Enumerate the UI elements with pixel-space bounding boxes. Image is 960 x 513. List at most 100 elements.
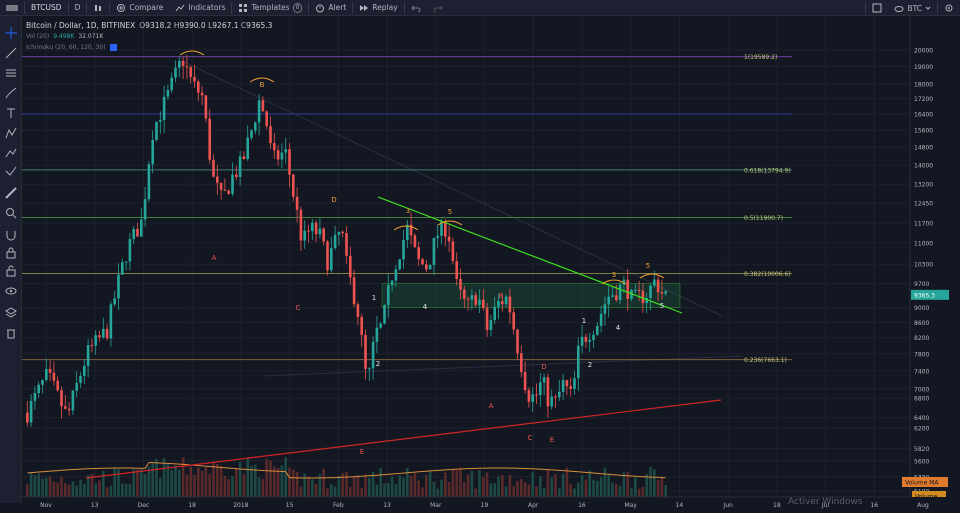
pattern-tool[interactable] [4, 126, 18, 140]
wave-label-white: 1 [582, 317, 586, 325]
delete-tool[interactable] [4, 326, 18, 340]
volume-bar [159, 478, 162, 497]
volume-bar [550, 477, 553, 497]
candle-body [634, 289, 637, 291]
interval-label: D [74, 3, 81, 12]
candle-body [223, 189, 227, 191]
volume-ma-value: 9.498K [53, 33, 75, 40]
candle-body [349, 255, 352, 278]
undo-button[interactable] [405, 0, 427, 16]
volume-bar [295, 471, 299, 497]
candle-body [269, 126, 272, 144]
brush-tool[interactable] [4, 86, 18, 100]
ichimoku-indicator-label[interactable]: Ichimoku (20, 60, 120, 30) [26, 44, 106, 51]
volume-bar [326, 488, 329, 497]
candle-body [246, 137, 249, 159]
candle-body [326, 241, 329, 271]
volume-bar [368, 477, 371, 497]
eye-icon [5, 287, 17, 295]
interval-button[interactable]: D [69, 0, 87, 16]
candle-body [162, 96, 166, 121]
candle-body [337, 231, 341, 235]
templates-button[interactable]: Templates 0 [232, 0, 308, 16]
replay-button[interactable]: Replay [353, 0, 403, 16]
settings-icon[interactable] [109, 44, 117, 51]
candle-body [166, 90, 170, 97]
candle-body [440, 221, 443, 236]
time-axis[interactable]: Nov 13 Dec 18 2018 15 Feb 13 Mar 19 Apr 16 May 14 Jun 1… [22, 496, 960, 513]
candle-body [200, 92, 204, 96]
x-tick-label: 13 [383, 502, 391, 509]
fib-tool[interactable] [4, 66, 18, 80]
zoom-tool[interactable] [4, 206, 18, 220]
volume-bar [660, 476, 664, 497]
volume-bar [181, 457, 185, 497]
candle-body [265, 111, 268, 127]
volume-bar [219, 465, 223, 497]
chart-style-button[interactable] [87, 0, 109, 16]
price-axis[interactable]: 20000 19000 18000 17200 16400 15600 14800 14000… [902, 16, 960, 513]
square-icon [872, 3, 882, 13]
candle-body [584, 336, 588, 342]
y-tick-label: 20000 [914, 47, 933, 54]
unlock-tool[interactable] [4, 264, 18, 278]
candle-body [345, 233, 348, 256]
volume-bar [242, 473, 246, 497]
top-arc [249, 77, 275, 83]
volume-bar [143, 474, 147, 497]
redo-button[interactable] [427, 0, 449, 16]
trendline-tool[interactable] [4, 46, 18, 60]
wave-label-red: C [528, 434, 533, 442]
candle-body [56, 380, 59, 391]
fib-retracement: 1(19589.2) 0.618(13794.9) 0.5(11900.7) 0.38… [22, 54, 792, 364]
crosshair-tool[interactable] [4, 26, 18, 40]
volume-bar [288, 467, 291, 497]
menu-logo[interactable] [0, 0, 24, 16]
visibility-tool[interactable] [4, 284, 18, 298]
confirm-tool[interactable] [4, 164, 18, 178]
indicators-icon [175, 4, 185, 11]
volume-bar [451, 469, 455, 497]
settings-button[interactable] [938, 0, 960, 16]
layers-tool[interactable] [4, 306, 18, 320]
candle-body [516, 329, 519, 354]
candle-body [181, 60, 185, 67]
fib-level-label: 0.382(10006.6) [744, 271, 791, 278]
volume-bar [580, 475, 584, 497]
y-tick-label: 16400 [914, 112, 933, 119]
undo-icon [410, 5, 421, 12]
legend-title[interactable]: Bitcoin / Dollar, 1D, BITFINEX [26, 21, 136, 30]
high-value: 9390.0 [179, 21, 206, 30]
lock-tool[interactable] [4, 246, 18, 260]
candle-body [512, 312, 515, 330]
volume-ma-tag [902, 477, 948, 487]
drawing-toolbar [0, 16, 22, 503]
text-tool[interactable] [4, 106, 18, 120]
fullscreen-button[interactable] [866, 0, 888, 16]
prediction-tool[interactable] [4, 146, 18, 160]
volume-bar [273, 466, 276, 497]
candle-body [554, 396, 557, 398]
x-tick-label: Jul [821, 502, 830, 509]
price-chart[interactable]: 1(19589.2) 0.618(13794.9) 0.5(11900.7) 0.38… [22, 16, 960, 513]
candle-body [432, 238, 436, 266]
candle-body [292, 174, 295, 197]
indicators-button[interactable]: Indicators [169, 0, 231, 16]
currency-button[interactable]: BTC [888, 0, 937, 16]
volume-bar [269, 460, 272, 497]
alert-button[interactable]: Alert [309, 0, 352, 16]
volume-bar [37, 473, 40, 497]
candle-body [79, 376, 82, 383]
candle-body [109, 304, 113, 339]
candle-body [303, 230, 306, 241]
symbol-search[interactable]: BTCUSD [25, 0, 68, 16]
last-price-tag [911, 289, 949, 300]
candle-body [299, 209, 303, 241]
measure-tool[interactable] [4, 186, 18, 200]
magnet-tool[interactable] [4, 228, 18, 242]
compare-button[interactable]: Compare [110, 0, 169, 16]
volume-indicator-label[interactable]: Vol (20) [26, 33, 50, 40]
volume-bar [425, 474, 428, 497]
x-tick-label: May [624, 502, 637, 509]
x-tick-label: Apr [528, 502, 539, 509]
